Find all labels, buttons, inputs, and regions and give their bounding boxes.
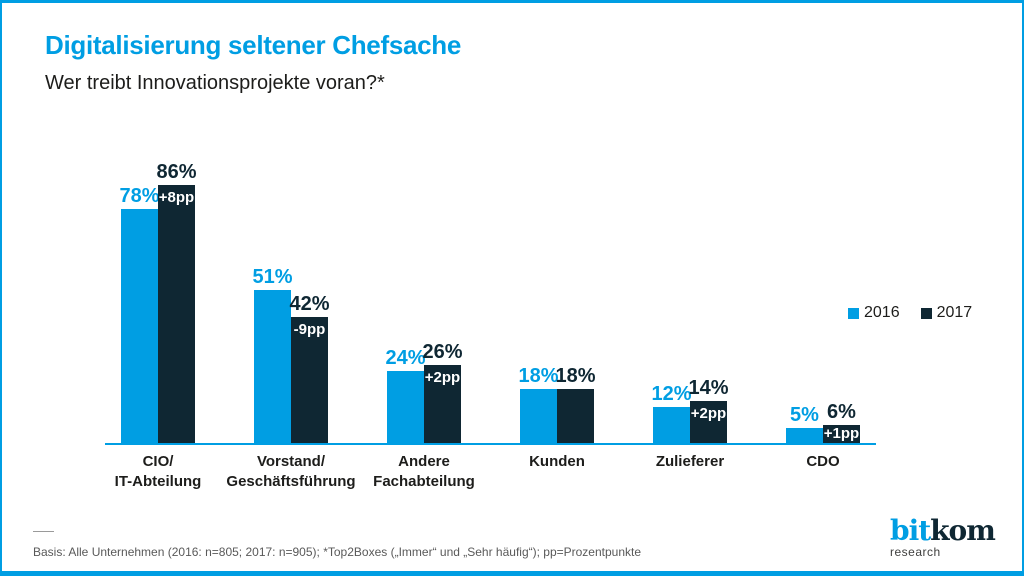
bar-2017-3	[557, 389, 594, 443]
legend-item-2016: 2016	[848, 304, 900, 322]
bar-2016-5	[786, 428, 823, 443]
bar-2016-0	[121, 209, 158, 443]
bar-2017-5	[823, 425, 860, 443]
bitkom-research-logo: bitkom research	[890, 514, 996, 559]
value-label-2016-0: 78%	[119, 185, 160, 207]
bar-2016-3	[520, 389, 557, 443]
category-label-0: CIO/IT-Abteilung	[73, 452, 243, 492]
bar-2017-2	[424, 365, 461, 443]
x-axis-line	[105, 443, 876, 445]
category-label-4: Zulieferer	[605, 452, 775, 472]
category-label-line: Vorstand/	[256, 453, 326, 470]
diff-label-2: +2pp	[424, 369, 461, 386]
value-label-2016-1: 51%	[252, 266, 293, 288]
diff-label-4: +2pp	[690, 405, 727, 422]
category-label-line: CIO/	[142, 453, 174, 470]
bar-2017-1	[291, 317, 328, 443]
logo-kom: kom	[930, 514, 996, 547]
legend-label-2017: 2017	[936, 304, 973, 321]
logo-research: research	[890, 545, 941, 559]
value-label-2017-0: 86%	[156, 161, 197, 183]
category-label-line: Kunden	[529, 453, 585, 470]
diff-label-0: +8pp	[158, 189, 195, 206]
bar-2016-2	[387, 371, 424, 443]
footer-note: Basis: Alle Unternehmen (2016: n=805; 20…	[33, 545, 642, 559]
legend-swatch-2017	[920, 307, 932, 319]
bar-2016-1	[254, 290, 291, 443]
value-label-2017-4: 14%	[688, 377, 729, 399]
category-label-line: Fachabteilung	[373, 473, 475, 490]
slide-title: Digitalisierung seltener Chefsache	[45, 30, 462, 60]
category-label-2: Andere Fachabteilung	[339, 452, 509, 492]
logo-bit: bit	[890, 514, 931, 547]
legend-item-2017: 2017	[920, 304, 973, 322]
legend: 2016 2017	[848, 304, 972, 322]
logo-wordmark: bitkom	[890, 514, 996, 547]
category-label-line: CDO	[806, 453, 840, 470]
value-label-2017-1: 42%	[289, 293, 330, 315]
category-label-line: Andere	[398, 453, 450, 470]
value-label-2016-4: 12%	[651, 383, 692, 405]
bar-2016-4	[653, 407, 690, 443]
slide-subtitle: Wer treibt Innovationsprojekte voran?*	[45, 72, 385, 94]
value-label-2017-2: 26%	[422, 341, 463, 363]
category-label-line: Zulieferer	[655, 453, 725, 470]
legend-swatch-2016	[848, 307, 859, 319]
value-label-2016-5: 5%	[790, 404, 819, 426]
value-label-2017-3: 18%	[555, 365, 596, 387]
category-label-5: CDO	[738, 452, 908, 472]
bar-2017-4	[690, 401, 727, 443]
legend-label-2016: 2016	[864, 304, 900, 321]
diff-label-1: -9pp	[293, 321, 326, 338]
category-label-line: Geschäftsführung	[226, 473, 356, 490]
value-label-2016-3: 18%	[518, 365, 559, 387]
category-label-1: Vorstand/Geschäftsführung	[206, 452, 376, 492]
bar-2017-0	[158, 185, 195, 443]
value-label-2016-2: 24%	[385, 347, 426, 369]
footer-divider	[33, 531, 54, 532]
value-label-2017-5: 6%	[827, 401, 856, 423]
category-label-line: IT-Abteilung	[114, 473, 202, 490]
diff-label-5: +1pp	[823, 425, 860, 442]
category-label-3: Kunden	[472, 452, 642, 472]
